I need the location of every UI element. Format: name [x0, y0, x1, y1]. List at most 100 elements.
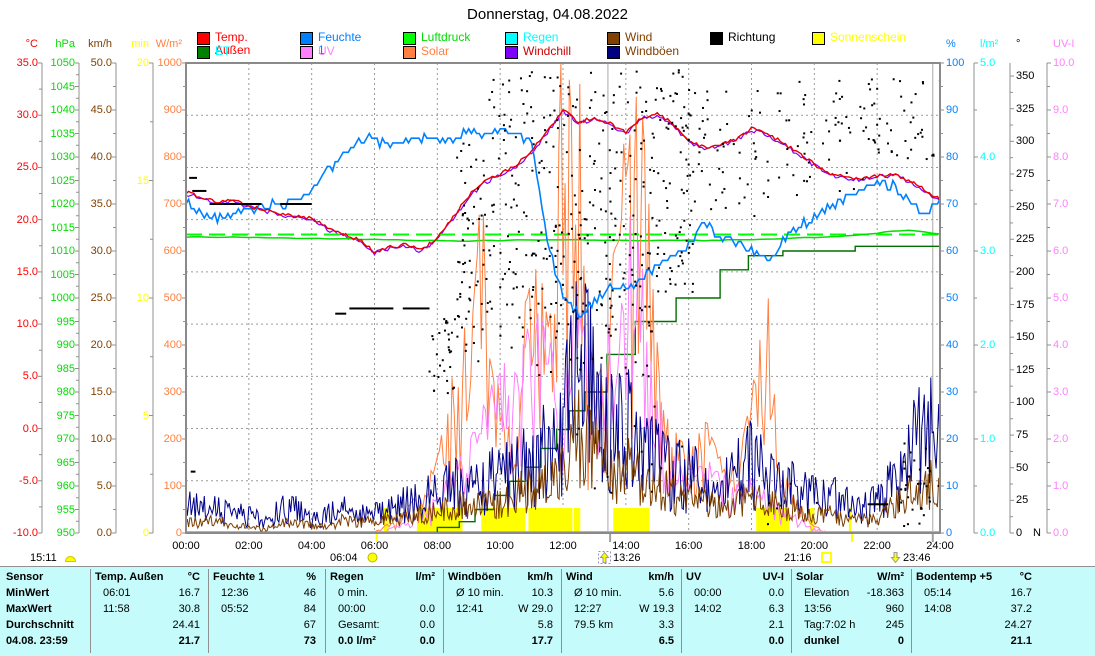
wind-direction-dot: [686, 126, 689, 129]
wind-direction-dot: [480, 214, 483, 217]
wind-direction-dot: [499, 286, 502, 289]
temp-axis-tick-label: 35.0: [16, 57, 38, 69]
direction-axis-tick-label: 75: [1016, 429, 1029, 442]
wind-direction-dot: [692, 170, 695, 173]
wind-direction-dot: [807, 161, 810, 164]
wind-direction-dot: [803, 179, 806, 182]
wind-direction-dot: [514, 273, 517, 276]
wind-direction-dot: [479, 197, 482, 200]
wind-direction-dot: [553, 229, 556, 232]
legend-item-label: Richtung: [728, 30, 776, 44]
wind-direction-dot: [571, 286, 574, 289]
wind-direction-dot: [631, 273, 634, 276]
temp-axis-tick-label: -5.0: [19, 474, 38, 487]
stats-col-solar-value: -18.363: [866, 587, 904, 599]
stats-col-bodentemp-5-value: 16.7: [1010, 587, 1032, 599]
wind-direction-dot: [507, 235, 510, 238]
wind-direction-dot: [600, 356, 603, 359]
uv-axis-tick-label: 8.0: [1053, 151, 1069, 163]
wind-direction-dot: [581, 190, 584, 193]
wind-direction-dot: [614, 328, 617, 331]
wind-direction-dot: [528, 75, 531, 78]
wind-direction-dot: [510, 206, 513, 209]
stats-col-bodentemp-5-value: 21.1: [1010, 635, 1032, 647]
wind-direction-dot: [679, 151, 682, 154]
wind-direction-dot: [530, 254, 533, 257]
wind-direction-dot: [570, 174, 573, 177]
wind-direction-dot: [677, 71, 680, 74]
wind-direction-dot: [600, 177, 603, 180]
stats-col-regen-info: 0 min.: [338, 587, 368, 599]
wind-direction-dot: [579, 224, 582, 227]
wind-direction-dot: [462, 263, 465, 266]
stats-col-bodentemp-5-value: 37.2: [1010, 603, 1032, 615]
wind-direction-dot: [681, 75, 684, 78]
wind-direction-dot: [549, 76, 552, 79]
wind-direction-dot: [778, 110, 781, 113]
x-axis-time-label: 04:00: [297, 540, 326, 552]
wind-direction-dot: [834, 116, 837, 119]
direction-axis-tick-label: 150: [1016, 331, 1035, 344]
stats-col-regen-unit: l/m²: [415, 571, 435, 583]
wind-direction-dot: [517, 230, 520, 233]
wind-direction-dot: [545, 257, 548, 260]
stats-col-temp-au-en-value: 16.7: [178, 587, 200, 599]
wind-direction-dot: [486, 310, 489, 313]
wind-direction-dot: [488, 98, 491, 101]
wind-direction-dot: [579, 368, 582, 371]
wind-direction-dot: [492, 210, 495, 213]
wind-direction-dot: [697, 163, 700, 166]
stats-column-separator: [791, 569, 792, 653]
wind-direction-dot: [593, 487, 596, 490]
sunshine-axis-tick-label: 0: [142, 527, 149, 539]
wind-direction-dot: [438, 332, 441, 335]
wind-direction-dot: [461, 239, 464, 242]
wind-direction-dot: [585, 304, 588, 307]
wind-direction-dot: [540, 231, 543, 234]
wind-direction-dot: [655, 224, 658, 227]
wind-direction-dot: [870, 78, 873, 81]
wind-direction-dot: [631, 303, 634, 306]
wind-direction-dot: [577, 233, 580, 236]
wind-direction-dot: [639, 86, 642, 89]
wind-direction-dot: [572, 310, 575, 313]
wind-direction-dot: [573, 260, 576, 263]
wind-direction-dot: [688, 246, 691, 249]
wind-direction-dot: [928, 470, 931, 473]
wind-direction-dot: [510, 118, 513, 121]
wind-direction-dot: [538, 374, 541, 377]
x-axis-time-label: 16:00: [674, 540, 703, 552]
stats-col-uv-value: 0.0: [768, 587, 784, 599]
wind-direction-dot: [609, 306, 612, 309]
wind-direction-dot: [502, 139, 505, 142]
stats-col-solar-value: 960: [885, 603, 904, 615]
wind-direction-dot: [570, 227, 573, 230]
wind-direction-dot: [670, 270, 673, 273]
wind-direction-dash: [349, 307, 394, 310]
stats-col-solar-info: 13:56: [804, 603, 832, 615]
solar-axis-tick-label: 200: [163, 433, 182, 445]
wind-direction-dot: [458, 261, 461, 264]
wind-direction-dot: [924, 447, 927, 450]
stats-col-feuchte-1-value: 46: [303, 587, 316, 599]
wind-direction-dot: [552, 145, 555, 148]
wind-direction-dot: [469, 299, 472, 302]
wind-direction-dot: [554, 336, 557, 339]
wind-direction-dot: [682, 192, 685, 195]
wind-direction-dot: [632, 214, 635, 217]
legend-color-swatch-icon: [710, 32, 723, 45]
wind-direction-dot: [605, 111, 608, 114]
wind-direction-dot: [706, 90, 709, 93]
pressure-axis-tick-label: 1000: [50, 292, 75, 304]
wind-direction-dot: [651, 132, 654, 135]
stats-col-regen-value: 0.0: [419, 619, 435, 631]
wind-direction-dot: [459, 292, 462, 295]
stats-col-windb-en-info: 12:41: [456, 603, 484, 615]
wind-direction-dot: [862, 129, 865, 132]
wind-direction-dot: [501, 278, 504, 281]
wind-direction-dot: [647, 375, 650, 378]
wind-direction-dot: [834, 123, 837, 126]
stats-col-solar-value: 245: [885, 619, 904, 631]
wind-direction-dot: [448, 338, 451, 341]
wind-direction-dot: [446, 379, 449, 382]
